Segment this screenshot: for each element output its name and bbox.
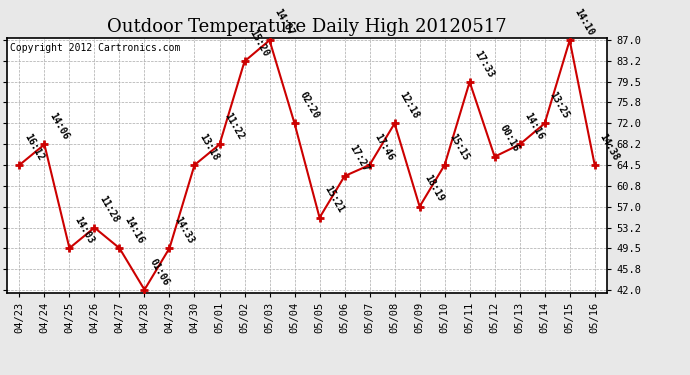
- Text: 14:10: 14:10: [573, 7, 595, 38]
- Text: 15:21: 15:21: [322, 184, 346, 215]
- Text: 17:46: 17:46: [373, 132, 395, 162]
- Text: 14:33: 14:33: [172, 215, 195, 245]
- Text: 15:20: 15:20: [247, 28, 270, 58]
- Text: 14:38: 14:38: [598, 132, 621, 162]
- Text: 02:20: 02:20: [297, 90, 321, 121]
- Text: Copyright 2012 Cartronics.com: Copyright 2012 Cartronics.com: [10, 43, 180, 52]
- Text: 14:16: 14:16: [522, 111, 546, 142]
- Text: 13:18: 13:18: [197, 132, 221, 162]
- Text: 14:16: 14:16: [122, 215, 146, 245]
- Text: 00:16: 00:16: [497, 123, 521, 154]
- Text: 17:27: 17:27: [347, 143, 371, 173]
- Text: 01:06: 01:06: [147, 256, 170, 287]
- Text: 17:33: 17:33: [473, 49, 495, 79]
- Text: 12:18: 12:18: [397, 90, 421, 121]
- Text: 11:28: 11:28: [97, 194, 121, 225]
- Text: 14:07: 14:07: [273, 7, 295, 38]
- Title: Outdoor Temperature Daily High 20120517: Outdoor Temperature Daily High 20120517: [107, 18, 507, 36]
- Text: 11:22: 11:22: [222, 111, 246, 142]
- Text: 13:25: 13:25: [547, 90, 571, 121]
- Text: 18:19: 18:19: [422, 173, 446, 204]
- Text: 15:15: 15:15: [447, 132, 471, 162]
- Text: 16:12: 16:12: [22, 132, 46, 162]
- Text: 14:06: 14:06: [47, 111, 70, 142]
- Text: 14:03: 14:03: [72, 215, 95, 245]
